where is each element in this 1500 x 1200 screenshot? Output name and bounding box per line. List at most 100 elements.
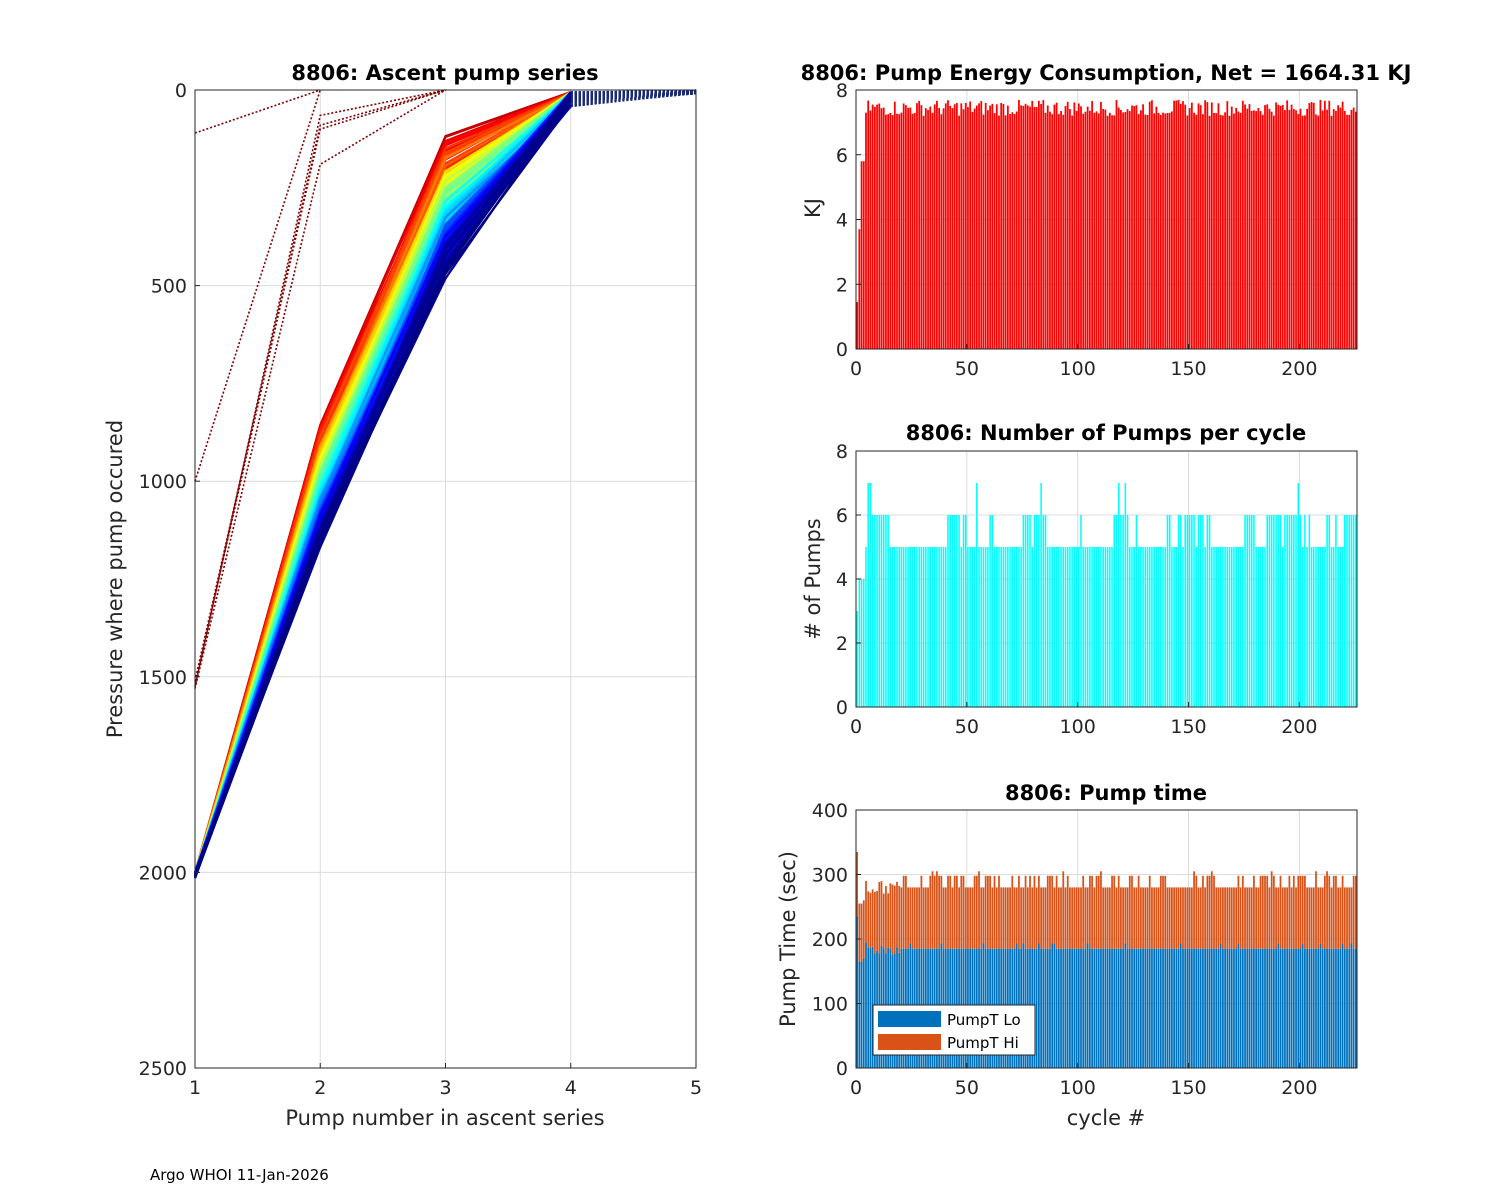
energy-bar bbox=[1237, 111, 1240, 350]
time-bar-lo bbox=[1230, 948, 1233, 1068]
time-bar-hi bbox=[1221, 887, 1224, 949]
pumps-bar bbox=[862, 579, 865, 707]
pumps-bar bbox=[1326, 515, 1328, 707]
energy-bar bbox=[873, 106, 876, 350]
time-bar-hi bbox=[1204, 887, 1207, 949]
time-bar-hi bbox=[918, 887, 921, 949]
ascent-line bbox=[193, 105, 572, 879]
pumps-bar bbox=[1082, 547, 1084, 707]
time-bar-hi bbox=[931, 871, 934, 949]
ascent-line bbox=[193, 92, 572, 877]
pumps-bar bbox=[1078, 547, 1080, 707]
time-bar-hi bbox=[873, 891, 876, 954]
time-bar-hi bbox=[1128, 875, 1131, 949]
ascent-line bbox=[193, 91, 572, 877]
ascent-line-early bbox=[194, 89, 446, 689]
energy-bar bbox=[1148, 101, 1151, 350]
energy-bar bbox=[1049, 111, 1051, 349]
ascent-line bbox=[193, 93, 572, 877]
pumps-bar bbox=[1111, 547, 1113, 707]
time-bar-hi bbox=[1035, 887, 1038, 949]
pumps-bar bbox=[1244, 515, 1246, 707]
pumps-bar bbox=[1133, 547, 1135, 707]
energy-bar bbox=[1286, 100, 1289, 349]
energy-bar bbox=[907, 107, 909, 349]
time-bar-lo bbox=[1299, 948, 1302, 1068]
energy-bar bbox=[1179, 103, 1182, 349]
ascent-tail bbox=[570, 91, 697, 106]
pumps-bar bbox=[1330, 547, 1333, 707]
time-bar-hi bbox=[904, 875, 907, 949]
energy-bar bbox=[1128, 111, 1131, 350]
ascent-line bbox=[193, 96, 572, 875]
time-bar-lo bbox=[1319, 943, 1322, 1068]
ascent-line bbox=[193, 92, 572, 875]
pumps-bar bbox=[1346, 515, 1348, 707]
energy-bar bbox=[896, 113, 898, 349]
pumps-bar bbox=[1011, 547, 1014, 707]
pumps-bar bbox=[1186, 515, 1189, 707]
time-bar-hi bbox=[1131, 875, 1133, 949]
time-bar-hi bbox=[1000, 887, 1003, 949]
energy-bar bbox=[927, 109, 929, 349]
energy-bar bbox=[1157, 112, 1160, 349]
time-bar-hi bbox=[1164, 875, 1167, 949]
time-bar-lo bbox=[1108, 948, 1111, 1068]
pumps-bar bbox=[1113, 515, 1116, 707]
ascent-tail bbox=[570, 92, 697, 102]
ascent-tail bbox=[570, 89, 697, 98]
time-bar-hi bbox=[1352, 875, 1355, 949]
time-bar-hi bbox=[987, 875, 989, 949]
time-bar-hi bbox=[1259, 875, 1262, 949]
energy-bar bbox=[971, 111, 974, 350]
pumps-bar bbox=[1120, 515, 1122, 707]
time-bar-lo bbox=[1064, 948, 1067, 1068]
pumps-bar bbox=[967, 547, 969, 707]
pumps-bar bbox=[931, 547, 934, 707]
energy-bar bbox=[1288, 109, 1291, 349]
ascent-tail bbox=[570, 89, 697, 102]
pumps-bar bbox=[1332, 547, 1335, 707]
energy-bar bbox=[869, 110, 872, 349]
time-bar-hi bbox=[958, 887, 960, 949]
ascent-tail bbox=[570, 91, 697, 98]
energy-bar bbox=[1253, 110, 1255, 349]
pumps-bar bbox=[922, 547, 925, 707]
ascent-line bbox=[193, 94, 572, 876]
time-bar-hi bbox=[929, 875, 932, 949]
time-bar-hi bbox=[1255, 887, 1258, 949]
energy-bar bbox=[947, 100, 949, 349]
energy-bar bbox=[1277, 104, 1280, 349]
pumps-bar bbox=[1031, 547, 1034, 707]
footer-credit: Argo WHOI 11-Jan-2026 bbox=[150, 1166, 329, 1184]
ascent-ytick-label: 2000 bbox=[139, 862, 187, 884]
energy-bar bbox=[1350, 109, 1353, 350]
energy-bar bbox=[1248, 104, 1251, 350]
ascent-line-early bbox=[194, 89, 321, 134]
energy-bar bbox=[885, 114, 887, 349]
pumps-bar bbox=[991, 515, 994, 707]
pumps-bar bbox=[880, 515, 883, 707]
ascent-line bbox=[193, 90, 572, 877]
ascent-line bbox=[193, 100, 572, 877]
pump-energy-chart: 0 50 100 150 200 0 2 4 6 8 8806: Pump Energy Cons… bbox=[801, 61, 1412, 380]
energy-xtick-label: 50 bbox=[955, 358, 979, 380]
time-bar-hi bbox=[878, 881, 881, 954]
pumps-bar bbox=[1237, 547, 1240, 707]
time-bar-hi bbox=[953, 875, 956, 949]
time-bar-hi bbox=[1040, 887, 1042, 949]
pumps-bar bbox=[1117, 483, 1120, 707]
time-bar-lo bbox=[1077, 948, 1080, 1068]
pumps-bar bbox=[998, 547, 1000, 707]
time-bar-lo bbox=[1257, 948, 1260, 1068]
time-bar-lo bbox=[1144, 948, 1147, 1068]
time-bar-lo bbox=[1088, 948, 1091, 1068]
ascent-tail bbox=[570, 91, 697, 95]
energy-bar bbox=[911, 113, 914, 349]
time-bar-lo bbox=[1277, 943, 1280, 1068]
energy-bar bbox=[1292, 109, 1295, 349]
ascent-line bbox=[193, 99, 572, 875]
pumps-bar bbox=[1140, 547, 1142, 707]
ascent-line bbox=[193, 91, 572, 876]
